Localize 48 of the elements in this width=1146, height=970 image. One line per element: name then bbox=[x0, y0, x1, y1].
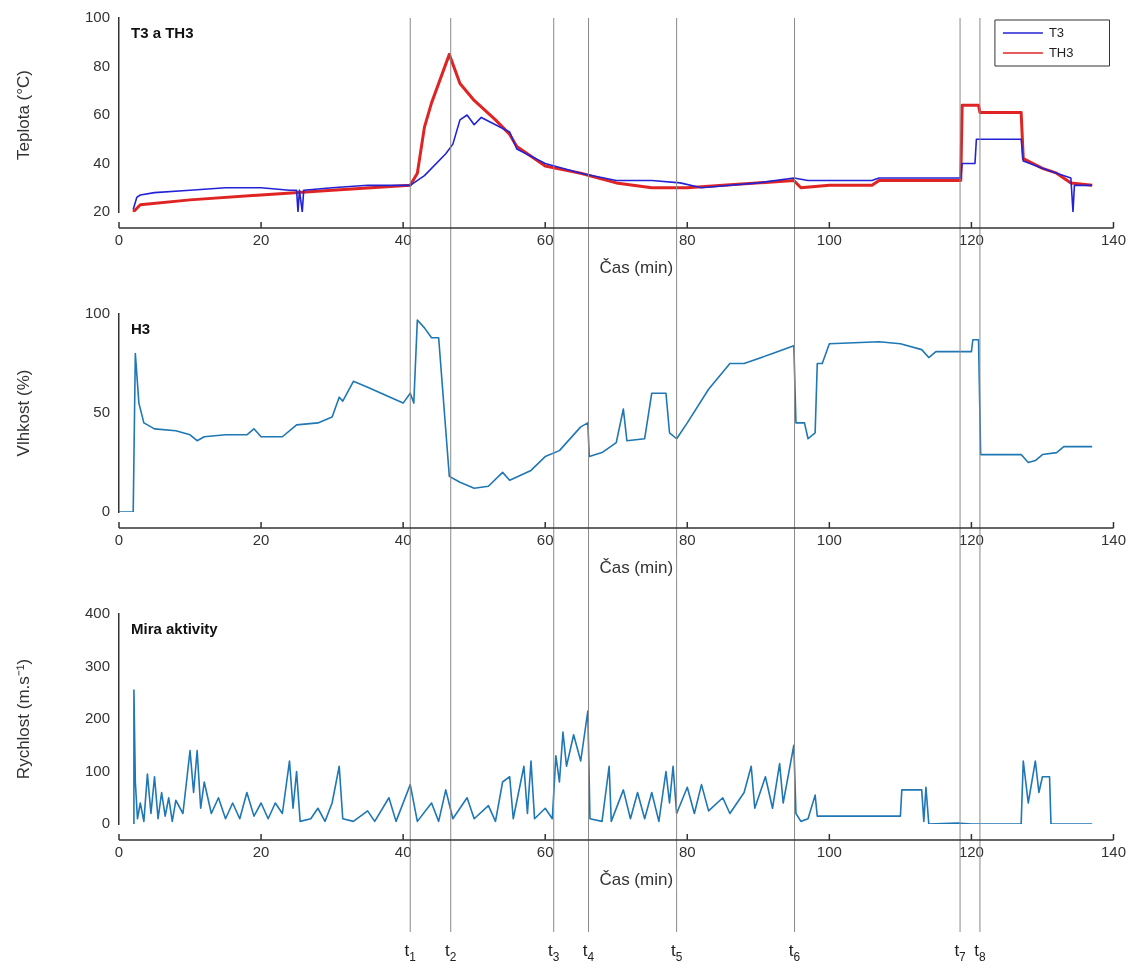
legend-label: T3 bbox=[1048, 24, 1065, 40]
y-axis-title: Teplota (°C) bbox=[13, 70, 33, 160]
y-tick-label: 400 bbox=[84, 604, 110, 622]
x-tick-label: 60 bbox=[536, 231, 554, 249]
x-tick-label: 120 bbox=[958, 843, 984, 861]
x-tick-label: 120 bbox=[958, 231, 984, 249]
text: T3 a TH3 bbox=[131, 23, 194, 41]
y-tick-label: 100 bbox=[84, 761, 110, 779]
x-tick-label: 40 bbox=[394, 843, 412, 861]
y-tick-label: 200 bbox=[84, 709, 110, 727]
x-tick-label: 80 bbox=[678, 843, 696, 861]
x-tick-label: 80 bbox=[678, 231, 696, 249]
y-tick-label: 0 bbox=[101, 814, 110, 832]
x-tick-label: 60 bbox=[536, 843, 554, 861]
x-tick-label: 140 bbox=[1100, 843, 1126, 861]
x-tick-label: 60 bbox=[536, 531, 554, 549]
legend-label: TH3 bbox=[1048, 44, 1074, 60]
x-tick-label: 0 bbox=[114, 231, 124, 249]
x-tick-label: 20 bbox=[252, 843, 270, 861]
y-tick-label: 300 bbox=[84, 656, 110, 674]
x-tick-label: 100 bbox=[816, 843, 842, 861]
y-tick-label: 0 bbox=[101, 502, 110, 520]
x-axis-title: Čas (min) bbox=[599, 557, 674, 577]
x-tick-label: 0 bbox=[114, 531, 124, 549]
y-axis-title: Rychlost (m.s⁻¹) bbox=[13, 658, 33, 780]
x-tick-label: 40 bbox=[394, 531, 412, 549]
y-tick-label: 50 bbox=[93, 403, 110, 421]
x-axis-title: Čas (min) bbox=[599, 869, 674, 889]
x-tick-label: 40 bbox=[394, 231, 412, 249]
y-tick-label: 80 bbox=[93, 56, 110, 74]
y-tick-label: 100 bbox=[84, 304, 110, 322]
y-tick-label: 100 bbox=[84, 8, 110, 26]
y-tick-label: 40 bbox=[93, 153, 110, 171]
x-tick-label: 20 bbox=[252, 231, 270, 249]
x-tick-label: 140 bbox=[1100, 231, 1126, 249]
x-axis-title: Čas (min) bbox=[599, 257, 674, 277]
x-tick-label: 0 bbox=[114, 843, 124, 861]
y-axis-title: Vlhkost (%) bbox=[13, 369, 33, 457]
text: H3 bbox=[131, 319, 151, 337]
x-tick-label: 120 bbox=[958, 531, 984, 549]
x-tick-label: 100 bbox=[816, 531, 842, 549]
x-tick-label: 20 bbox=[252, 531, 270, 549]
x-tick-label: 140 bbox=[1100, 531, 1126, 549]
text: Mira aktivity bbox=[131, 619, 219, 637]
x-tick-label: 100 bbox=[816, 231, 842, 249]
y-tick-label: 60 bbox=[93, 105, 110, 123]
y-tick-label: 20 bbox=[93, 202, 110, 220]
x-tick-label: 80 bbox=[678, 531, 696, 549]
